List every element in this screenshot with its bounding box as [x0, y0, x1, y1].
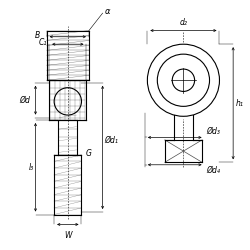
Text: B: B	[35, 31, 41, 40]
Text: Ød: Ød	[20, 96, 30, 105]
Text: l₃: l₃	[29, 163, 34, 172]
Text: α: α	[105, 8, 110, 16]
Text: W: W	[64, 231, 72, 240]
Text: Ød₁: Ød₁	[104, 136, 118, 144]
Text: h₁: h₁	[236, 99, 244, 108]
Text: C₁: C₁	[38, 38, 47, 48]
Text: d₂: d₂	[180, 18, 187, 27]
Text: Ød₄: Ød₄	[206, 166, 220, 175]
Text: Ød₃: Ød₃	[206, 127, 220, 136]
Text: G: G	[85, 149, 91, 158]
